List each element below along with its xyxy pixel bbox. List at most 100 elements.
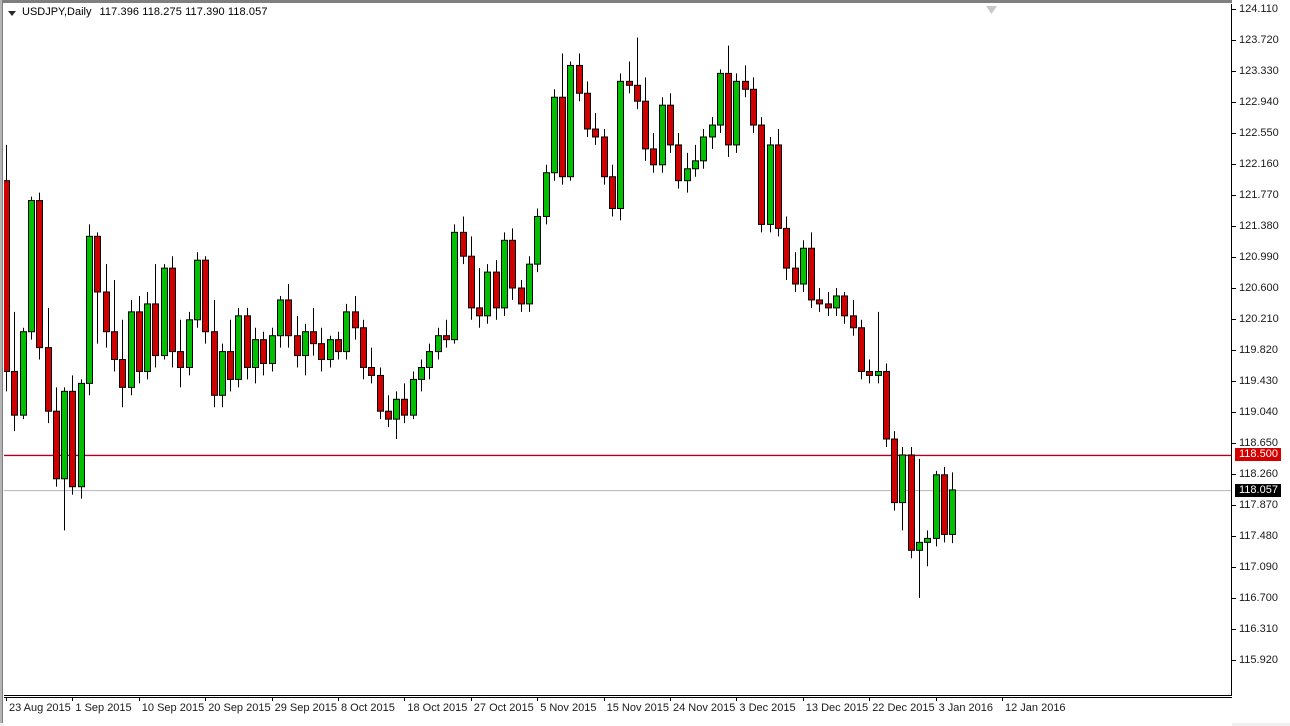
- candle-body-bearish: [460, 231, 467, 257]
- candle-body-bearish: [609, 176, 616, 210]
- time-tick: [603, 697, 605, 701]
- candle-body-bearish: [285, 299, 292, 337]
- candle-body-bearish: [468, 255, 475, 309]
- time-tick-label: 22 Dec 2015: [872, 702, 935, 714]
- price-tick-dash: [1232, 659, 1236, 661]
- price-tick: 120.210: [1232, 313, 1279, 326]
- symbol-period-label: USDJPY,Daily: [22, 6, 92, 18]
- candle-body-bullish: [128, 311, 135, 388]
- candle-body-bearish: [850, 315, 857, 329]
- price-tick-label: 123.330: [1239, 64, 1279, 77]
- candle-body-bullish: [78, 382, 85, 488]
- candle-body-bearish: [725, 72, 732, 146]
- time-scale-separator: [4, 697, 1232, 698]
- time-tick-label: 10 Sep 2015: [141, 702, 205, 714]
- price-tick: 122.940: [1232, 96, 1279, 109]
- candle-body-bearish: [667, 104, 674, 146]
- price-tick-label: 118.260: [1239, 467, 1278, 480]
- candlestick: [509, 228, 516, 300]
- candlestick: [227, 319, 234, 392]
- price-tick-label: 120.210: [1239, 312, 1279, 325]
- candlestick: [916, 458, 923, 598]
- price-tick: 121.770: [1232, 189, 1279, 202]
- candlestick: [841, 291, 848, 324]
- candle-body-bullish: [451, 231, 458, 341]
- price-tick: 117.870: [1232, 499, 1278, 512]
- candle-body-bullish: [733, 80, 740, 146]
- candlestick: [111, 280, 118, 372]
- candlestick: [152, 264, 159, 368]
- candle-body-bullish: [543, 172, 550, 217]
- candle-body-bearish: [177, 351, 184, 368]
- price-tick-label: 122.160: [1239, 157, 1279, 170]
- candlestick: [4, 144, 10, 392]
- time-tick-label: 3 Jan 2016: [938, 702, 994, 714]
- chart-plot-area[interactable]: [4, 4, 1232, 696]
- candlestick: [933, 470, 940, 547]
- candle-body-bearish: [908, 454, 915, 551]
- candlestick: [775, 129, 782, 237]
- candle-body-bearish: [294, 335, 301, 357]
- candle-body-bearish: [227, 351, 234, 380]
- candlestick: [601, 129, 608, 185]
- candlestick: [69, 375, 76, 495]
- candlestick: [733, 73, 740, 153]
- candle-body-bullish: [833, 295, 840, 309]
- candle-body-bearish: [368, 366, 375, 376]
- candle-body-bearish: [443, 335, 450, 341]
- time-tick: [736, 697, 738, 701]
- price-tick-dash: [1232, 535, 1236, 537]
- candlestick: [352, 295, 359, 340]
- price-tick: 122.160: [1232, 158, 1279, 171]
- candlestick: [235, 307, 242, 388]
- time-tick-label: 29 Sep 2015: [274, 702, 337, 714]
- candle-body-bearish: [626, 80, 633, 86]
- candle-body-bearish: [601, 136, 608, 178]
- candle-body-bullish: [327, 339, 334, 361]
- candlestick: [36, 192, 43, 360]
- candle-body-bullish: [949, 489, 956, 535]
- candle-body-bullish: [924, 537, 931, 543]
- candlestick: [725, 45, 732, 157]
- candle-body-bearish: [941, 474, 948, 535]
- candle-body-bearish: [592, 128, 599, 138]
- candle-body-bearish: [841, 295, 848, 317]
- price-scale[interactable]: 124.110 123.720 123.330 122.940 122.550 122.1…: [1232, 0, 1290, 697]
- candle-body-bearish: [335, 339, 342, 353]
- candlestick: [426, 343, 433, 380]
- time-tick: [271, 697, 273, 701]
- candlestick: [567, 61, 574, 181]
- candle-body-bearish: [576, 64, 583, 94]
- price-tick: 118.260: [1232, 468, 1278, 481]
- candlestick: [875, 311, 882, 384]
- candlestick: [526, 256, 533, 312]
- candlestick: [592, 113, 599, 145]
- price-tick-label: 120.990: [1239, 250, 1279, 263]
- candlestick-canvas: [4, 37, 1231, 598]
- candlestick: [609, 164, 616, 217]
- candle-body-bullish: [717, 72, 724, 126]
- candle-body-bullish: [194, 259, 201, 321]
- price-tick-dash: [1232, 8, 1236, 10]
- price-tick-dash: [1232, 380, 1236, 382]
- candle-body-bearish: [310, 331, 317, 345]
- candlestick: [659, 97, 666, 173]
- candle-body-bearish: [783, 227, 790, 269]
- time-tick-label: 27 Oct 2015: [473, 702, 534, 714]
- price-tick: 123.330: [1232, 65, 1279, 78]
- time-tick-label: 20 Sep 2015: [208, 702, 271, 714]
- candlestick: [128, 299, 135, 396]
- candle-body-bullish: [692, 160, 699, 170]
- price-tick-dash: [1232, 39, 1236, 41]
- time-tick-label: 5 Nov 2015: [540, 702, 597, 714]
- candlestick: [750, 77, 757, 133]
- time-scale[interactable]: 23 Aug 2015 1 Sep 2015 10 Sep 2015 20 Sep 2…: [4, 697, 1232, 726]
- caret-down-icon[interactable]: [8, 10, 16, 16]
- candle-body-bearish: [883, 370, 890, 440]
- candle-body-bullish: [61, 390, 68, 480]
- candlestick: [327, 335, 334, 368]
- time-tick-label: 8 Oct 2015: [341, 702, 395, 714]
- price-tick-dash: [1232, 566, 1236, 568]
- price-tick-dash: [1232, 132, 1236, 134]
- candle-body-bullish: [20, 331, 27, 416]
